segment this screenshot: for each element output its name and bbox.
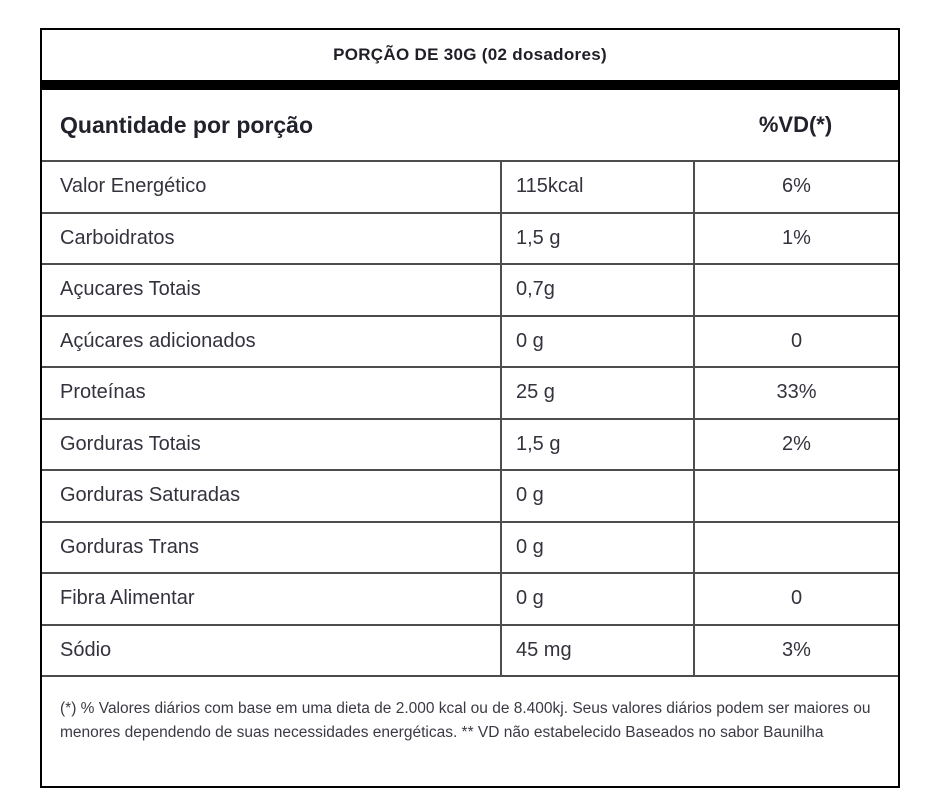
nutrient-name: Gorduras Saturadas xyxy=(42,471,502,521)
daily-value-label: %VD(*) xyxy=(758,112,833,137)
table-row: Gorduras Totais 1,5 g 2% xyxy=(42,417,898,469)
table-row: Açúcares adicionados 0 g 0 xyxy=(42,314,898,366)
table-row: Carboidratos 1,5 g 1% xyxy=(42,211,898,263)
nutrient-name: Valor Energético xyxy=(42,162,502,212)
nutrient-amount: 0 g xyxy=(502,522,695,572)
nutrient-amount: 0 g xyxy=(502,471,695,521)
table-row: Gorduras Saturadas 0 g xyxy=(42,469,898,521)
nutrient-name: Proteínas xyxy=(42,368,502,418)
nutrient-amount: 1,5 g xyxy=(502,213,695,263)
table-row: Proteínas 25 g 33% xyxy=(42,366,898,418)
nutrient-vd: 0 xyxy=(790,587,803,610)
nutrient-name: Açúcares adicionados xyxy=(42,316,502,366)
divider-bar xyxy=(42,80,898,90)
nutrient-amount: 25 g xyxy=(502,368,695,418)
nutrient-vd: 33% xyxy=(776,381,817,404)
nutrient-name: Sódio xyxy=(42,625,502,675)
nutrient-vd: 3% xyxy=(782,638,811,661)
nutrient-name: Carboidratos xyxy=(42,213,502,263)
nutrient-vd: 6% xyxy=(782,175,811,198)
nutrient-amount: 115kcal xyxy=(502,162,695,212)
nutrient-name: Gorduras Trans xyxy=(42,522,502,572)
nutrient-amount: 1,5 g xyxy=(502,419,695,469)
nutrition-facts-table: PORÇÃO DE 30G (02 dosadores) Quantidade … xyxy=(40,28,900,788)
nutrient-vd: 2% xyxy=(782,432,811,455)
nutrient-name: Fibra Alimentar xyxy=(42,574,502,624)
nutrient-vd xyxy=(695,523,898,573)
nutrient-amount: 0 g xyxy=(502,574,695,624)
quantity-per-serving-label: Quantidade por porção xyxy=(60,111,314,138)
nutrient-vd xyxy=(695,265,898,315)
table-body: Valor Energético 115kcal 6% Carboidratos 1,5… xyxy=(42,160,898,675)
nutrient-name: Gorduras Totais xyxy=(42,419,502,469)
nutrient-name: Açucares Totais xyxy=(42,265,502,315)
table-row: Gorduras Trans 0 g xyxy=(42,520,898,573)
table-row: Sódio 45 mg 3% xyxy=(42,623,898,675)
serving-size-title: PORÇÃO DE 30G (02 dosadores) xyxy=(333,45,607,64)
nutrient-amount: 0 g xyxy=(502,316,695,366)
nutrient-amount: 45 mg xyxy=(502,625,695,675)
nutrient-vd: 1% xyxy=(782,226,811,249)
table-header: Quantidade por porção %VD(*) xyxy=(42,90,898,160)
footnote-text: (*) % Valores diários com base em uma di… xyxy=(42,675,898,786)
table-row: Açucares Totais 0,7g xyxy=(42,263,898,315)
table-row: Fibra Alimentar 0 g 0 xyxy=(42,572,898,624)
nutrient-vd: 0 xyxy=(790,329,803,352)
table-row: Valor Energético 115kcal 6% xyxy=(42,160,898,212)
nutrient-amount: 0,7g xyxy=(502,265,695,315)
nutrient-vd xyxy=(695,471,898,521)
